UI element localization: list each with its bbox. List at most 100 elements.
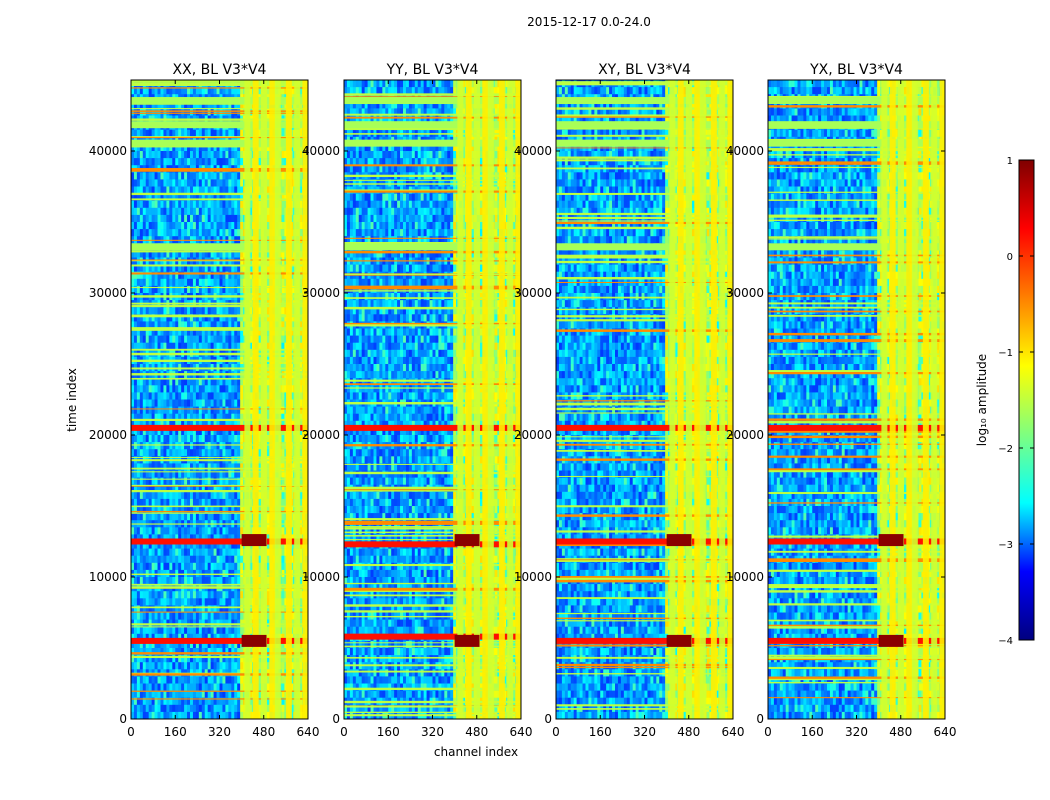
- heatmap-cell: [187, 342, 191, 351]
- heatmap-cell: [266, 143, 270, 152]
- heatmap-cell: [157, 697, 161, 706]
- heatmap-cell: [139, 307, 144, 315]
- heatmap-cell: [192, 569, 197, 578]
- heatmap-cell: [228, 555, 232, 564]
- heatmap-cell: [181, 640, 185, 649]
- heatmap-cell: [192, 158, 197, 166]
- heatmap-cell: [225, 200, 229, 209]
- heatmap-cell: [139, 250, 144, 258]
- heatmap-cell: [266, 179, 270, 187]
- heatmap-cell: [142, 278, 147, 287]
- heatmap-cell: [187, 676, 191, 684]
- heatmap-cell: [237, 498, 241, 507]
- heatmap-cell: [207, 285, 211, 294]
- heatmap-cell: [281, 271, 285, 280]
- heatmap-cell: [190, 477, 194, 485]
- heatmap-cell: [281, 577, 285, 585]
- heatmap-cell: [195, 186, 200, 194]
- heatmap-cell: [175, 335, 179, 343]
- heatmap-cell: [154, 626, 158, 635]
- heatmap-cell: [160, 648, 164, 656]
- heatmap-cell: [145, 271, 149, 280]
- heatmap-cell: [145, 222, 149, 230]
- heatmap-cell: [142, 385, 147, 393]
- heatmap-cell: [225, 527, 229, 535]
- heatmap-cell: [133, 101, 138, 109]
- heatmap-cell: [187, 406, 191, 414]
- heatmap-cell: [192, 548, 197, 556]
- heatmap-cell: [166, 477, 170, 485]
- heatmap-cell: [216, 385, 220, 393]
- heatmap-cell: [181, 250, 185, 258]
- heatmap-cell: [190, 449, 194, 457]
- heatmap-cell: [225, 449, 229, 457]
- heatmap-cell: [225, 534, 229, 542]
- heatmap-cell: [163, 541, 167, 549]
- heatmap-cell: [195, 271, 200, 280]
- heatmap-cell: [145, 598, 149, 606]
- heatmap-cell: [257, 172, 262, 180]
- heatmap-cell: [163, 704, 167, 713]
- heatmap-cell: [225, 435, 229, 443]
- heatmap-cell: [133, 143, 138, 152]
- heatmap-cell: [281, 335, 285, 343]
- heatmap-cell: [207, 690, 211, 698]
- heatmap-cell: [219, 250, 223, 258]
- heatmap-cell: [148, 278, 152, 287]
- heatmap-cell: [290, 648, 294, 656]
- heatmap-cell: [190, 222, 194, 230]
- heatmap-cell: [234, 626, 238, 635]
- heatmap-cell: [219, 449, 223, 457]
- heatmap-cell: [198, 704, 203, 713]
- heatmap-cell: [157, 158, 161, 166]
- heatmap-cell: [169, 591, 173, 599]
- heatmap-cell: [178, 598, 182, 606]
- heatmap-cell: [184, 420, 188, 429]
- heatmap-cell: [131, 321, 135, 329]
- heatmap-cell: [195, 435, 200, 443]
- heatmap-cell: [178, 200, 182, 209]
- heatmap-cell: [181, 591, 185, 599]
- heatmap-cell: [157, 690, 161, 698]
- heatmap-cell: [207, 413, 211, 422]
- heatmap-cell: [234, 435, 238, 443]
- heatmap-cell: [225, 562, 229, 571]
- heatmap-cell: [160, 498, 164, 507]
- heatmap-cell: [166, 172, 170, 180]
- heatmap-cell: [240, 307, 244, 315]
- heatmap-cell: [131, 484, 135, 493]
- heatmap-cell: [160, 143, 164, 152]
- heatmap-cell: [234, 541, 238, 549]
- heatmap-cell: [178, 413, 182, 422]
- heatmap-cell: [249, 385, 253, 393]
- heatmap-cell: [216, 406, 220, 414]
- heatmap-cell: [198, 250, 203, 258]
- heatmap-cell: [257, 250, 262, 258]
- heatmap-cell: [219, 427, 223, 436]
- heatmap-cell: [160, 655, 164, 663]
- heatmap-cell: [281, 690, 285, 698]
- heatmap-cell: [216, 399, 220, 407]
- heatmap-cell: [192, 534, 197, 542]
- heatmap-cell: [225, 498, 229, 507]
- heatmap-cell: [187, 214, 191, 223]
- heatmap-cell: [216, 598, 220, 606]
- heatmap-cell: [139, 172, 144, 180]
- heatmap-cell: [163, 548, 167, 556]
- heatmap-cell: [210, 442, 214, 450]
- heatmap-cell: [204, 704, 208, 713]
- heatmap-cell: [157, 314, 161, 322]
- heatmap-cell: [145, 513, 149, 521]
- heatmap-cell: [204, 548, 208, 556]
- heatmap-cell: [228, 307, 232, 315]
- heatmap-cell: [184, 562, 188, 571]
- heatmap-cell: [131, 129, 135, 138]
- heatmap-cell: [136, 392, 141, 400]
- heatmap-cell: [195, 214, 200, 223]
- heatmap-cell: [142, 307, 147, 315]
- heatmap-cell: [160, 314, 164, 322]
- heatmap-cell: [139, 463, 144, 471]
- heatmap-cell: [198, 420, 203, 429]
- heatmap-cell: [181, 470, 185, 478]
- heatmap-cell: [228, 442, 232, 450]
